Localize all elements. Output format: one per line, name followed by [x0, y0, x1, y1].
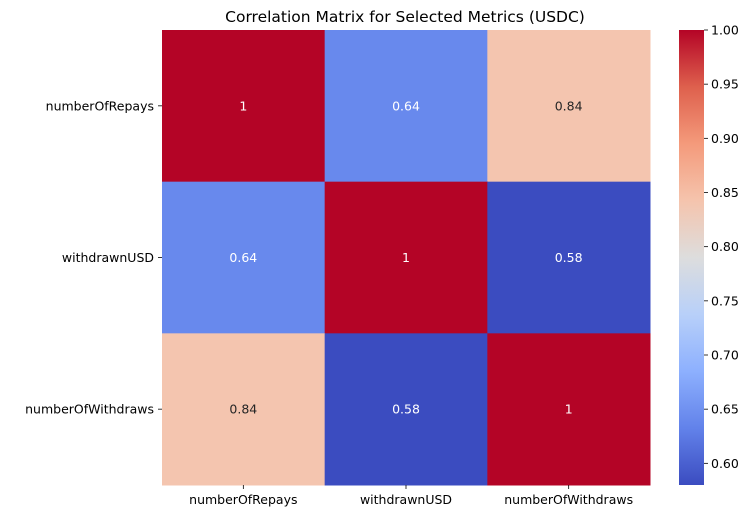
colorbar-tick-label: 0.85	[711, 185, 739, 200]
colorbar-tick-label: 0.65	[711, 402, 739, 417]
heatmap-cell	[324, 30, 488, 183]
heatmap-cell	[324, 181, 488, 334]
colorbar-tick-label: 0.95	[711, 77, 739, 92]
row-tick-labels: numberOfRepays withdrawnUSD numberOfWithdr…	[25, 98, 162, 417]
colorbar-tick-label: 0.80	[711, 239, 739, 254]
cell-value-label: 1	[239, 98, 247, 113]
cell-value-label: 0.58	[555, 250, 583, 265]
cell-value-label: 0.64	[392, 98, 420, 113]
colorbar	[679, 30, 704, 485]
heatmap-cell	[487, 181, 651, 334]
row-tick-label: withdrawnUSD	[62, 250, 154, 265]
colorbar-tick-label: 0.75	[711, 293, 739, 308]
row-tick-label: numberOfWithdraws	[25, 402, 154, 417]
colorbar-tick-label: 0.60	[711, 456, 739, 471]
heatmap-cell	[487, 30, 651, 183]
heatmap-cell	[162, 181, 326, 334]
cell-value-label: 0.58	[392, 402, 420, 417]
cell-value-label: 1	[565, 402, 573, 417]
col-tick-label: numberOfWithdraws	[504, 492, 633, 507]
colorbar-tick-label: 0.70	[711, 348, 739, 363]
col-tick-labels: numberOfRepays withdrawnUSD numberOfWithdr…	[189, 485, 633, 507]
cell-value-label: 1	[402, 250, 410, 265]
heatmap-cell	[162, 30, 326, 183]
colorbar-ticks: 0.60 0.65 0.70 0.75 0.80 0.85 0.90 0.95 1.00	[704, 23, 739, 471]
row-tick-label: numberOfRepays	[46, 98, 154, 113]
heatmap-cell	[324, 333, 488, 486]
cell-value-label: 0.84	[229, 402, 257, 417]
col-tick-label: numberOfRepays	[189, 492, 297, 507]
chart-title: Correlation Matrix for Selected Metrics …	[225, 8, 585, 26]
heatmap-cell	[162, 333, 326, 486]
col-tick-label: withdrawnUSD	[360, 492, 452, 507]
colorbar-tick-label: 1.00	[711, 23, 739, 38]
heatmap-cells: 1 0.64 0.84 0.64 1 0.58 0.84 0.58 1	[162, 30, 651, 486]
cell-value-label: 0.84	[555, 98, 583, 113]
cell-value-label: 0.64	[229, 250, 257, 265]
heatmap-cell	[487, 333, 651, 486]
colorbar-tick-label: 0.90	[711, 131, 739, 146]
